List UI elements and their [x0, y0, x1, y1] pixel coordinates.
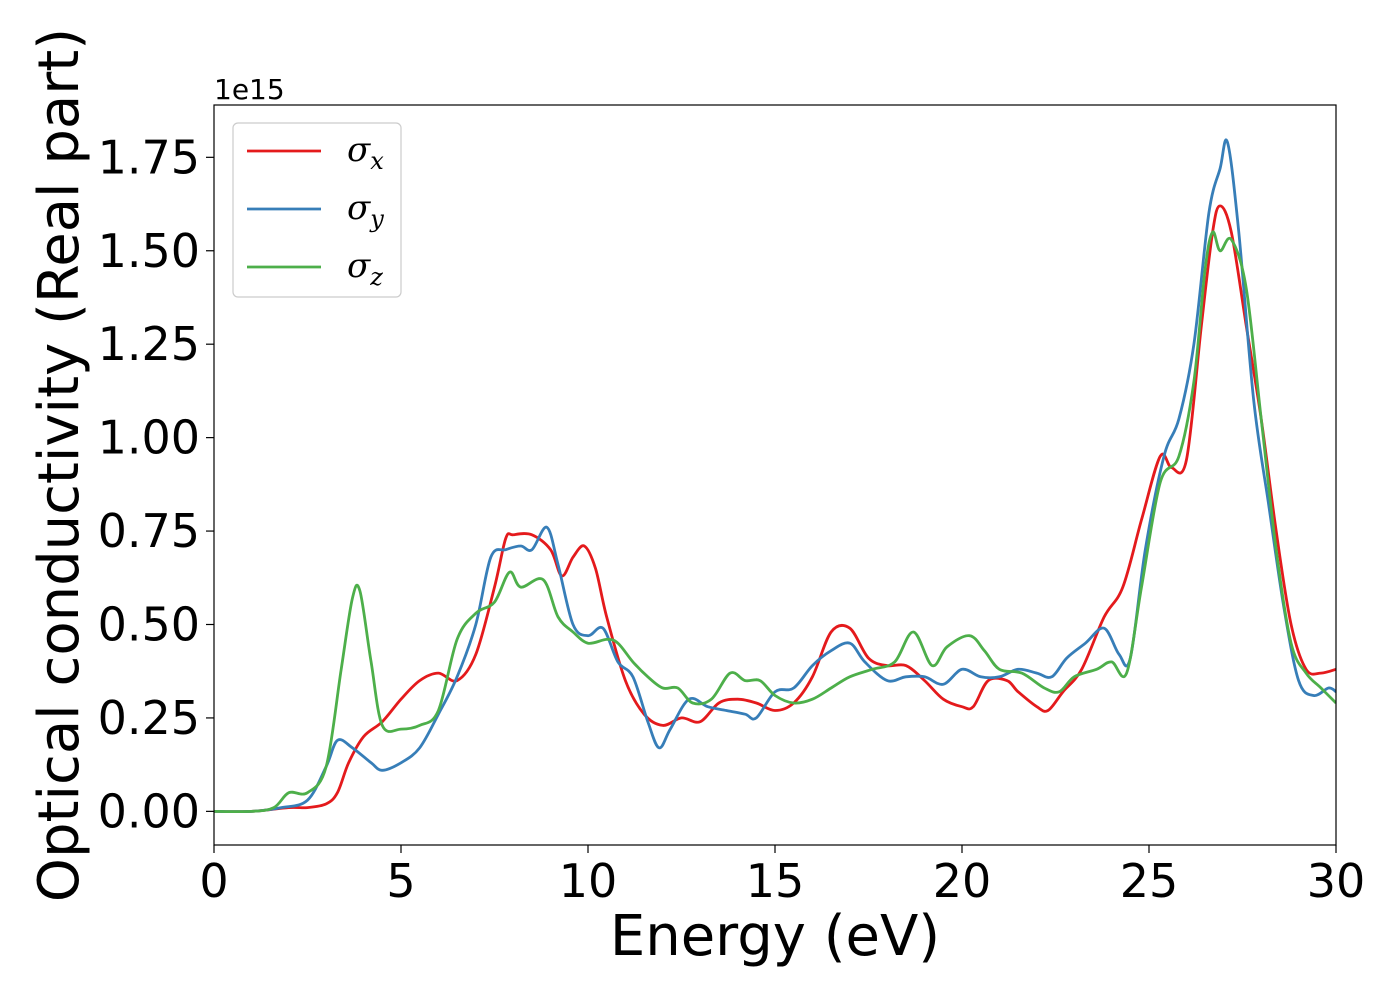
x-tick-label: 15	[746, 854, 805, 908]
y-tick-label: 0.00	[98, 784, 200, 838]
y-tick-label: 0.25	[98, 691, 200, 745]
y-tick-label: 0.50	[98, 597, 200, 651]
x-tick-label: 30	[1307, 854, 1366, 908]
series-layer	[214, 138, 1336, 814]
series-line-σy	[214, 138, 1336, 814]
x-tick-label: 0	[199, 854, 228, 908]
x-tick-label: 20	[933, 854, 992, 908]
x-axis-ticks: 0 5 10 15 20 25 30	[199, 845, 1365, 908]
y-tick-label: 1.75	[98, 130, 200, 184]
legend-label-σy: σy	[347, 188, 384, 233]
x-tick-label: 5	[386, 854, 415, 908]
y-axis-ticks: 0.00 0.25 0.50 0.75 1.00 1.25 1.50 1.75	[98, 130, 214, 838]
legend-label-σz: σz	[347, 246, 383, 291]
x-tick-label: 25	[1120, 854, 1179, 908]
legend-subscript: x	[370, 147, 384, 175]
y-tick-label: 1.25	[98, 317, 200, 371]
legend-symbol: σ	[347, 130, 371, 170]
legend-symbol: σ	[347, 246, 371, 286]
y-tick-label: 1.00	[98, 411, 200, 465]
legend-symbol: σ	[347, 188, 371, 228]
y-tick-label: 1.50	[98, 224, 200, 278]
legend-label-σx: σx	[347, 130, 384, 175]
x-axis-label: Energy (eV)	[610, 904, 940, 969]
x-tick-label: 10	[559, 854, 618, 908]
y-tick-label: 0.75	[98, 504, 200, 558]
y-offset-label: 1e15	[214, 73, 285, 106]
y-axis-label: Optical conductivity (Real part)	[27, 28, 92, 902]
series-line-σz	[214, 230, 1336, 814]
legend-subscript: z	[369, 263, 383, 291]
legend-subscript: y	[369, 205, 384, 233]
